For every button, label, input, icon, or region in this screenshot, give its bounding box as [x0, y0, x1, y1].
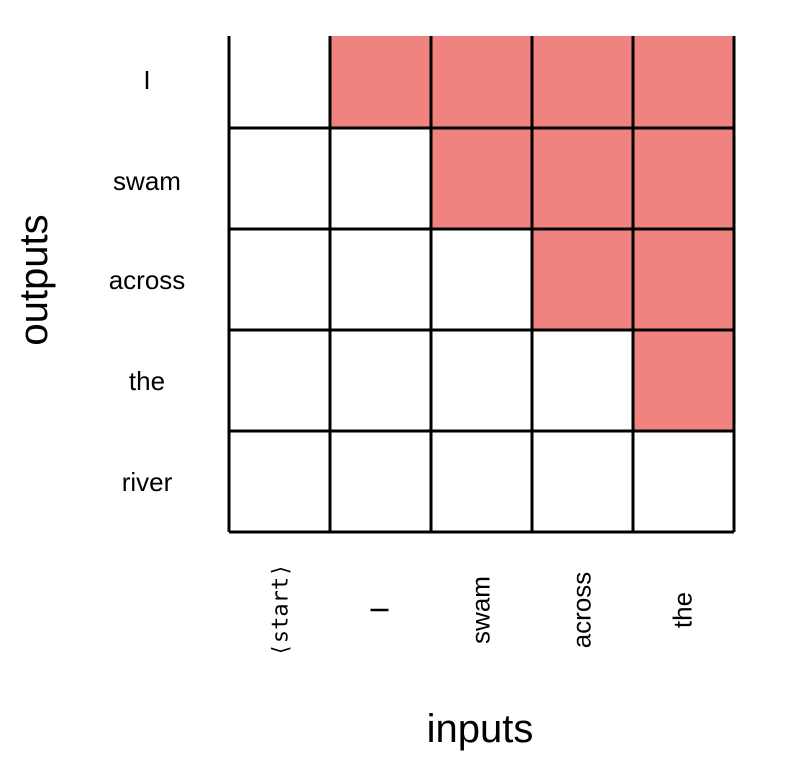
masked-cell: [532, 128, 633, 229]
unmasked-cell: [431, 330, 532, 431]
unmasked-cell: [229, 36, 330, 128]
unmasked-cell: [431, 229, 532, 330]
unmasked-cell: [229, 229, 330, 330]
masked-cell: [633, 128, 734, 229]
input-label: swam: [466, 576, 496, 644]
masked-cell: [532, 229, 633, 330]
masked-cell: [532, 36, 633, 128]
masked-cell: [330, 36, 431, 128]
input-label: I: [365, 606, 395, 613]
unmasked-cell: [330, 229, 431, 330]
masked-cell: [633, 36, 734, 128]
masked-cell: [431, 36, 532, 128]
masked-cell: [431, 128, 532, 229]
input-label: ⟨start⟩: [269, 564, 294, 657]
unmasked-cell: [532, 431, 633, 532]
masked-cell: [633, 229, 734, 330]
output-label: swam: [113, 166, 181, 196]
output-label: the: [129, 366, 165, 396]
unmasked-cell: [532, 330, 633, 431]
mask-grid: [229, 36, 734, 532]
masked-cell: [633, 330, 734, 431]
unmasked-cell: [330, 128, 431, 229]
unmasked-cell: [330, 330, 431, 431]
unmasked-cell: [229, 128, 330, 229]
x-axis-title: inputs: [427, 707, 534, 751]
unmasked-cell: [229, 330, 330, 431]
unmasked-cell: [633, 431, 734, 532]
input-label: across: [567, 572, 597, 649]
unmasked-cell: [431, 431, 532, 532]
output-label: river: [122, 467, 173, 497]
y-axis-title: outputs: [12, 214, 56, 345]
unmasked-cell: [330, 431, 431, 532]
output-label: across: [109, 265, 186, 295]
unmasked-cell: [229, 431, 330, 532]
input-label: the: [668, 592, 698, 628]
output-label: I: [143, 65, 150, 95]
